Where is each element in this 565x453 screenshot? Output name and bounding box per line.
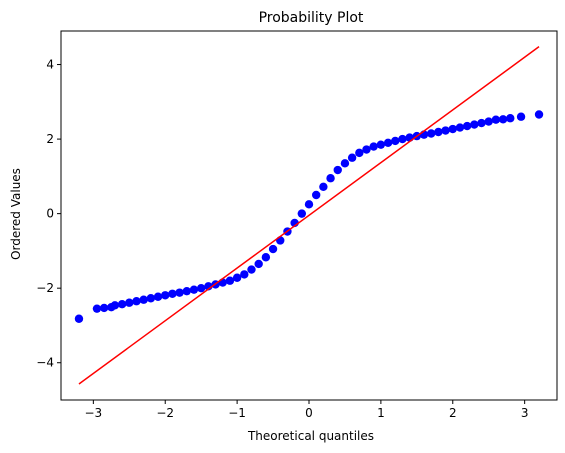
data-point: [276, 236, 285, 245]
data-point: [261, 253, 271, 262]
data-point: [383, 138, 393, 148]
x-tick-label: −3: [84, 406, 102, 420]
data-point: [405, 133, 414, 142]
data-point: [362, 145, 371, 154]
fit-line: [78, 46, 540, 385]
data-point: [369, 142, 378, 151]
data-point: [455, 123, 465, 132]
x-tick-label: −2: [156, 406, 174, 420]
x-tick-label: 3: [521, 406, 529, 420]
data-point: [161, 291, 170, 300]
data-point: [311, 190, 321, 200]
data-point: [175, 288, 184, 297]
data-point: [268, 244, 278, 254]
data-point: [498, 115, 508, 124]
data-point: [225, 276, 235, 285]
data-point: [506, 114, 515, 123]
x-tick-label: 2: [449, 406, 457, 420]
data-point: [333, 165, 342, 175]
data-point: [427, 129, 436, 138]
data-point: [434, 127, 443, 137]
data-point: [462, 121, 472, 131]
data-point: [232, 273, 242, 282]
data-point: [189, 285, 199, 294]
data-point: [182, 286, 191, 296]
data-point: [376, 140, 386, 149]
data-point: [168, 289, 177, 298]
y-tick-label: 4: [46, 58, 54, 72]
data-point: [477, 118, 486, 128]
data-point: [355, 148, 364, 158]
x-axis-label: Theoretical quantiles: [247, 429, 374, 443]
data-point: [484, 117, 493, 126]
data-point: [146, 294, 156, 303]
y-axis-ticks: −4 −2 0 2 4: [36, 58, 61, 370]
data-point: [196, 283, 206, 293]
data-point: [110, 301, 120, 310]
y-tick-label: 0: [46, 207, 54, 221]
x-tick-label: 1: [377, 406, 385, 420]
data-point: [132, 297, 141, 306]
data-point: [74, 314, 84, 323]
data-point: [99, 303, 109, 313]
data-point: [326, 174, 335, 183]
x-tick-label: −1: [228, 406, 246, 420]
plot-area: [74, 46, 544, 385]
y-tick-label: −2: [36, 281, 54, 295]
data-point: [153, 292, 163, 301]
data-point: [448, 124, 457, 134]
data-point: [218, 278, 227, 287]
data-point: [391, 136, 400, 146]
y-axis-label: Ordered Values: [9, 168, 23, 260]
data-point: [125, 298, 134, 307]
data-point: [139, 295, 148, 304]
data-point: [516, 112, 526, 121]
data-point: [240, 270, 249, 279]
y-tick-label: −4: [36, 356, 54, 370]
data-point: [470, 120, 479, 129]
data-point: [441, 126, 450, 135]
x-axis-ticks: −3 −2 −1 0 1 2 3: [84, 400, 528, 420]
chart-title: Probability Plot: [259, 10, 364, 26]
data-point: [319, 182, 328, 191]
x-tick-label: 0: [305, 406, 313, 420]
data-point: [254, 259, 263, 269]
data-point: [534, 110, 544, 119]
data-point: [304, 200, 314, 209]
data-point: [398, 134, 407, 144]
data-point: [247, 265, 256, 274]
data-point: [347, 153, 357, 162]
y-tick-label: 2: [46, 132, 54, 146]
data-point: [491, 115, 501, 124]
data-point: [117, 300, 127, 309]
data-point: [297, 209, 307, 218]
data-point: [340, 159, 350, 168]
data-point: [92, 304, 102, 313]
